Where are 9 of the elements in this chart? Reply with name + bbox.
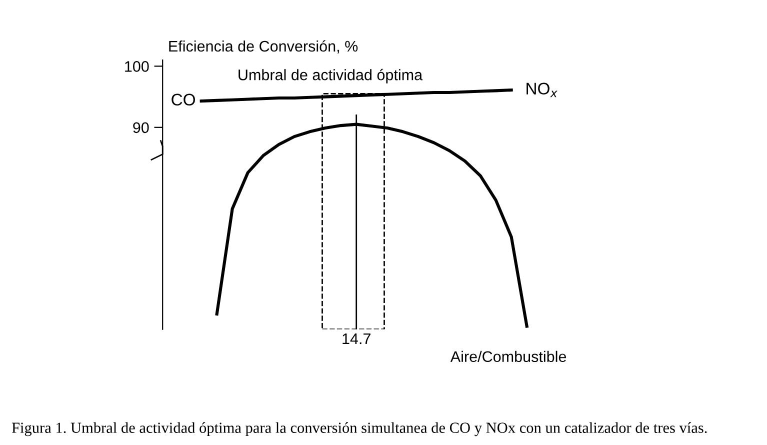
text: 14.7 bbox=[342, 334, 370, 344]
y-tick-label: 90 bbox=[133, 122, 149, 134]
y-axis-title: Eficiencia de Conversión, % bbox=[169, 40, 358, 54]
y-tick-label: 100 bbox=[125, 61, 149, 72]
annotation: Umbral de actividad óptima bbox=[238, 68, 423, 84]
annotation: CO bbox=[172, 94, 195, 106]
x-axis-title: Aire/Combustible bbox=[450, 350, 566, 362]
annotation: NO$_{x}$ bbox=[526, 82, 558, 98]
text: Figura 1. Umbral de actividad óptima para la conversión simultanea de CO y NOx con un catalizador de tres vías. bbox=[12, 422, 707, 436]
